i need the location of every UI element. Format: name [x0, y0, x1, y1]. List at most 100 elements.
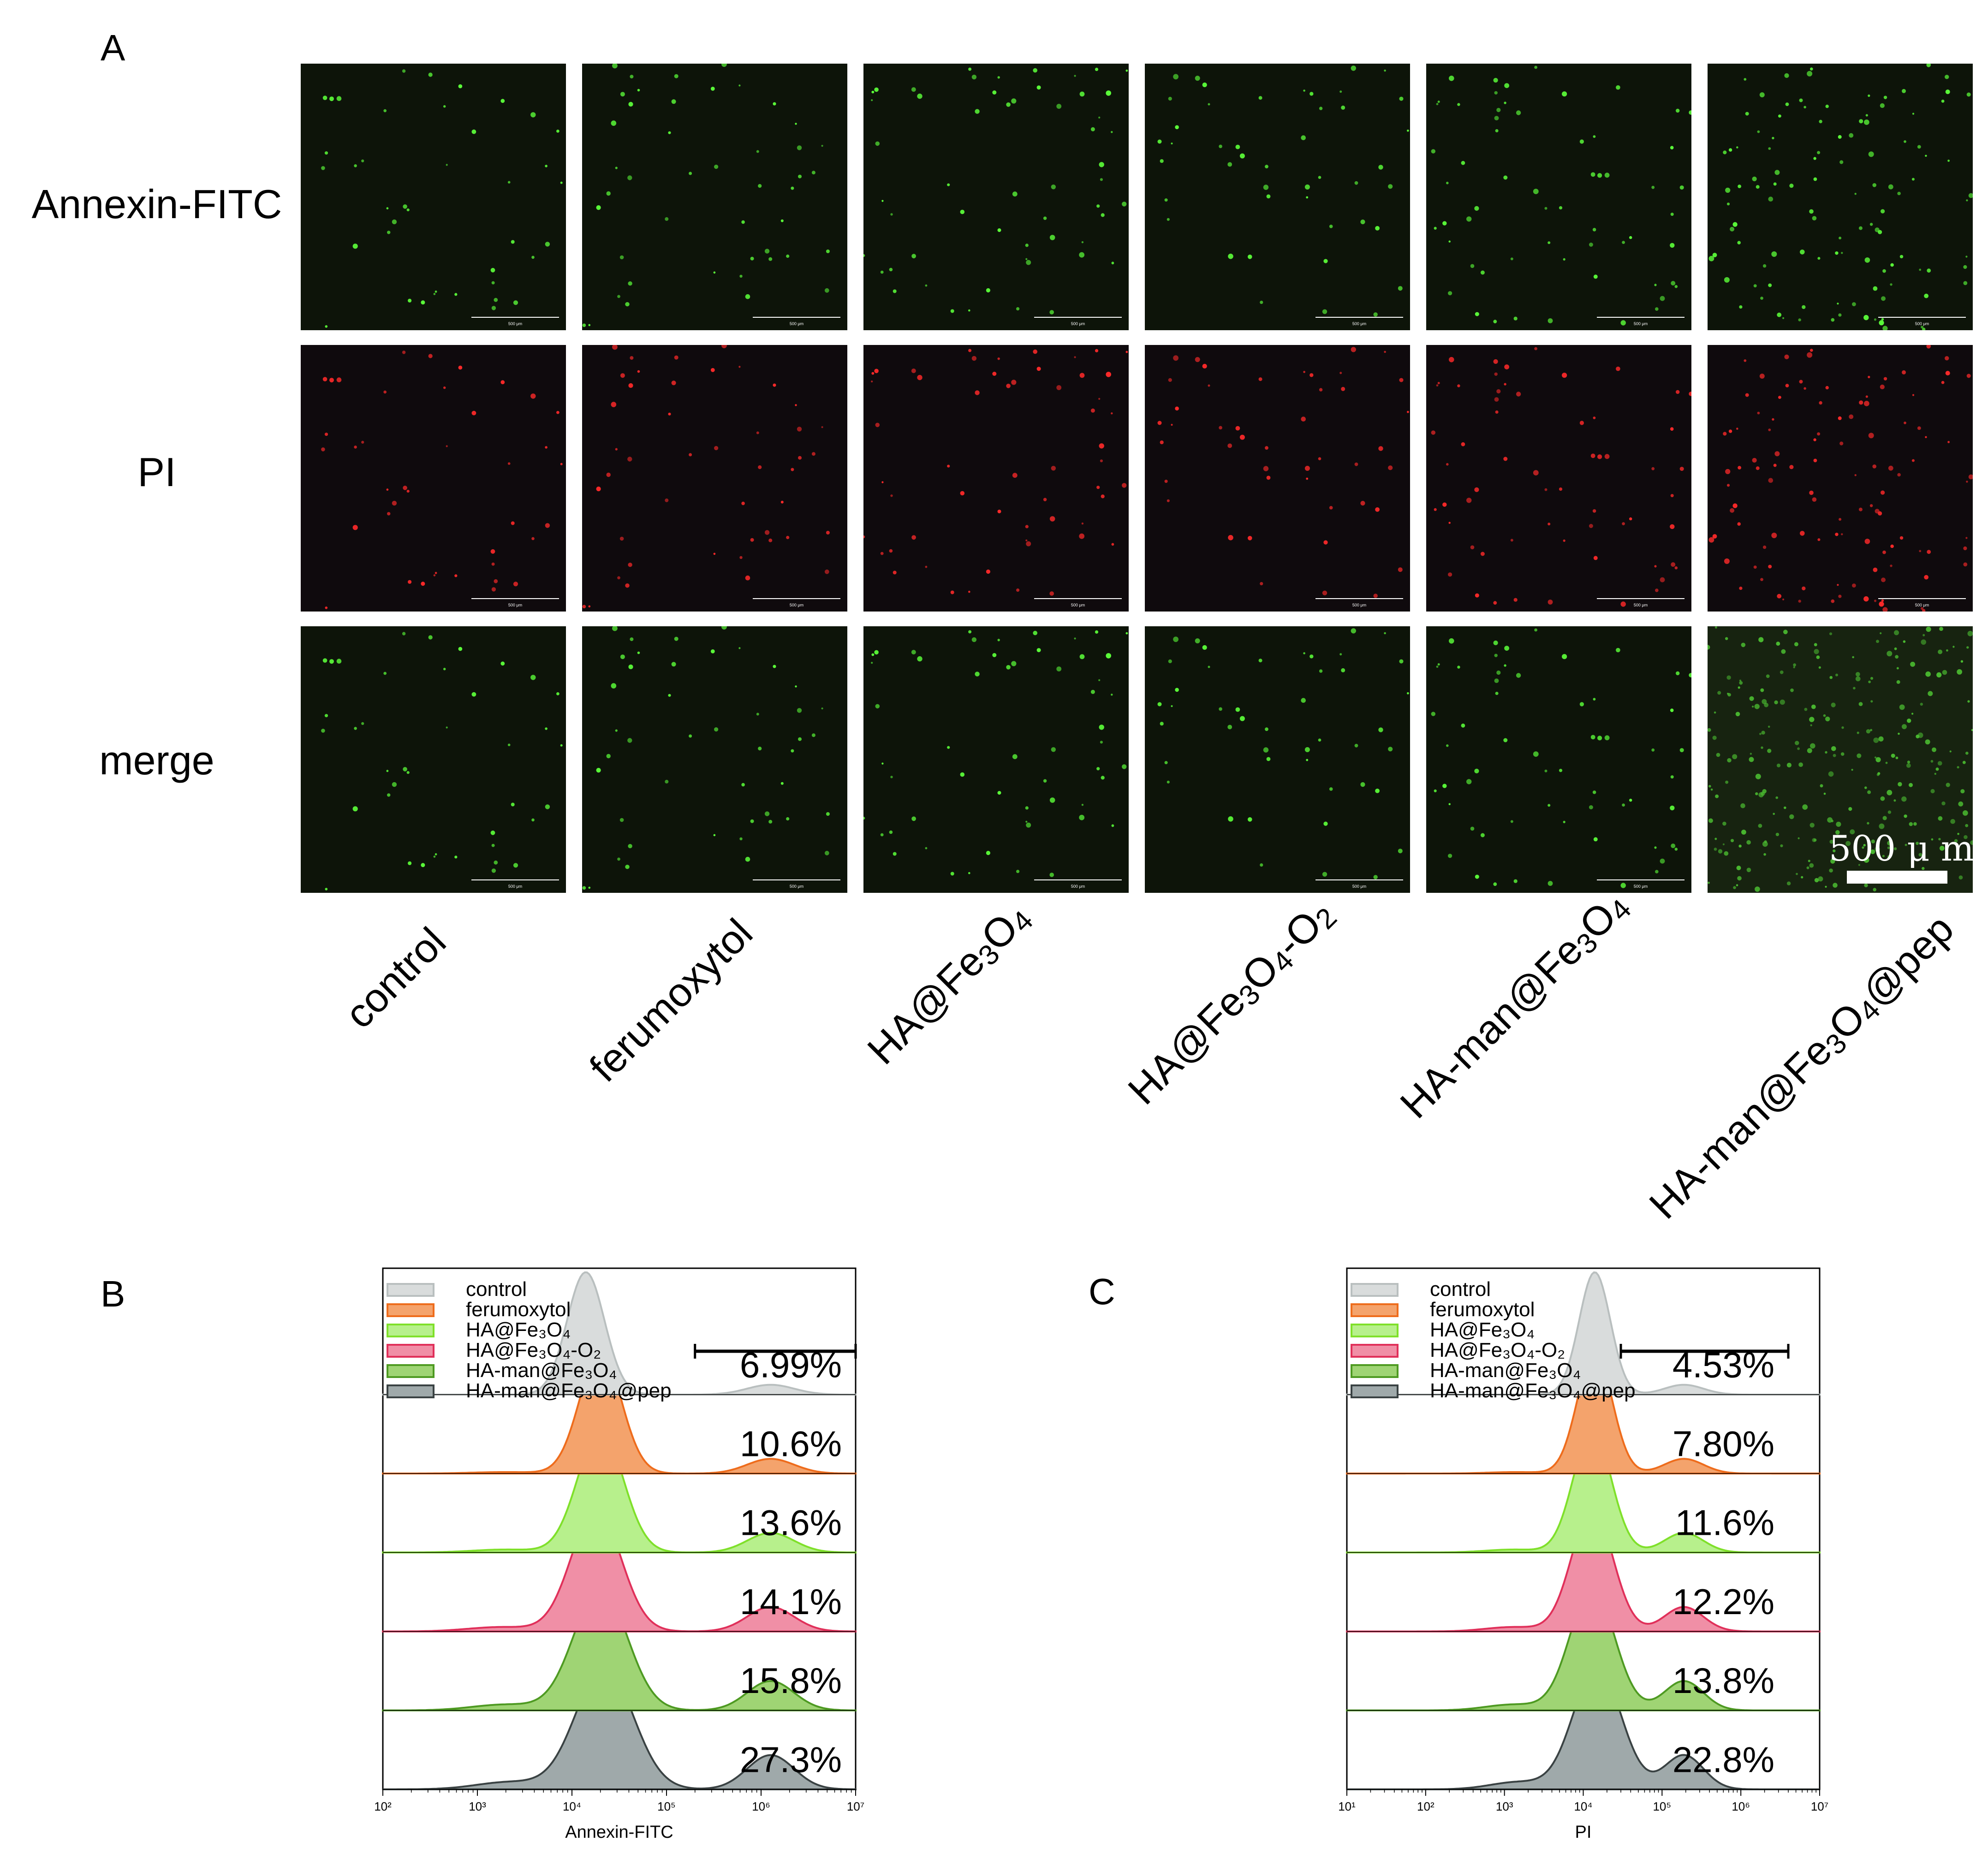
histogram-pi: 22.8% 13.8% 12.2% 11.6% 7.80% 4.53% control fer…: [1324, 1259, 1840, 1845]
micrograph-annexin-1: 500 μm: [301, 64, 566, 330]
legend-swatch: [1351, 1384, 1399, 1398]
panel-label-a: A: [101, 27, 125, 68]
svg-text:500 μm: 500 μm: [1352, 884, 1366, 889]
scale-bar-label: 500 μ m: [1829, 828, 1974, 869]
legend-label: control: [1430, 1278, 1491, 1301]
tick-label: 10⁷: [847, 1800, 864, 1813]
percent-label: 27.3%: [740, 1739, 842, 1780]
x-axis-label: PI: [1575, 1823, 1592, 1842]
svg-text:500 μm: 500 μm: [1634, 603, 1648, 607]
svg-text:500 μm: 500 μm: [508, 884, 522, 889]
legend-label: ferumoxytol: [466, 1298, 571, 1321]
legend-swatch: [1351, 1364, 1399, 1378]
micrograph-pi-1: 500 μm: [301, 345, 566, 612]
tick-label: 10⁶: [752, 1800, 770, 1813]
panel-label-b: B: [101, 1273, 125, 1314]
micrograph-pi-5: 500 μm: [1426, 345, 1691, 612]
group-label-ha-fe3o4: HA@Fe3O4: [858, 904, 1040, 1073]
tick-label: 10⁷: [1811, 1800, 1828, 1813]
svg-text:500 μm: 500 μm: [1352, 321, 1366, 326]
svg-text:500 μm: 500 μm: [1071, 884, 1085, 889]
tick-label: 10³: [1496, 1800, 1513, 1813]
micrograph-pi-3: 500 μm: [863, 345, 1129, 612]
percent-label: 14.1%: [740, 1581, 842, 1622]
tick-label: 10²: [1417, 1800, 1434, 1813]
percent-label: 13.6%: [740, 1503, 842, 1543]
tick-label: 10⁴: [1574, 1800, 1592, 1813]
histogram-curve: [382, 1350, 857, 1475]
svg-text:500 μm: 500 μm: [1071, 603, 1085, 607]
group-label-ha-man-fe3o4-pep: HA-man@Fe3O4@pep: [1640, 905, 1963, 1228]
legend-label: HA-man@Fe₃O₄@pep: [466, 1379, 672, 1402]
legend-label: HA-man@Fe₃O₄: [466, 1359, 617, 1382]
svg-text:500 μm: 500 μm: [1915, 603, 1929, 607]
legend-swatch: [387, 1324, 435, 1337]
svg-text:500 μm: 500 μm: [1634, 321, 1648, 326]
x-axis-label: Annexin-FITC: [565, 1823, 673, 1842]
percent-label: 11.6%: [1675, 1503, 1774, 1543]
svg-text:500 μm: 500 μm: [790, 321, 804, 326]
legend-label: HA-man@Fe₃O₄: [1430, 1359, 1581, 1382]
legend-swatch: [387, 1384, 435, 1398]
scale-bar: [1847, 871, 1947, 884]
micrograph-merge-5: 500 μm: [1426, 626, 1691, 893]
legend-label: HA@Fe₃O₄: [1430, 1318, 1535, 1341]
tick-label: 10⁴: [563, 1800, 581, 1813]
percent-label: 13.8%: [1673, 1660, 1774, 1701]
svg-text:500 μm: 500 μm: [508, 321, 522, 326]
svg-text:500 μm: 500 μm: [790, 603, 804, 607]
micrograph-pi-4: 500 μm: [1145, 345, 1410, 612]
micrograph-annexin-6: 500 μm: [1708, 64, 1973, 330]
legend-swatch: [1351, 1283, 1399, 1297]
svg-text:500 μm: 500 μm: [790, 884, 804, 889]
tick-label: 10⁶: [1732, 1800, 1750, 1813]
group-label-ferumoxytol: ferumoxytol: [580, 909, 762, 1091]
legend-swatch: [1351, 1344, 1399, 1358]
svg-text:500 μm: 500 μm: [1915, 321, 1929, 326]
micrograph-merge-3: 500 μm: [863, 626, 1129, 893]
histogram-annexin: 27.3% 15.8% 14.1% 13.6% 10.6% 6.99% control fer…: [360, 1259, 876, 1845]
svg-text:500 μm: 500 μm: [1634, 884, 1648, 889]
svg-text:500 μm: 500 μm: [1352, 603, 1366, 607]
legend-swatch: [1351, 1303, 1399, 1317]
percent-label: 22.8%: [1673, 1739, 1774, 1780]
micrograph-annexin-4: 500 μm: [1145, 64, 1410, 330]
legend-swatch: [387, 1283, 435, 1297]
panel-label-c: C: [1089, 1271, 1115, 1312]
tick-label: 10⁵: [657, 1800, 676, 1813]
legend-swatch: [387, 1303, 435, 1317]
legend-label: HA-man@Fe₃O₄@pep: [1430, 1379, 1636, 1402]
micrograph-annexin-5: 500 μm: [1426, 64, 1691, 330]
micrograph-merge-2: 500 μm: [582, 626, 847, 893]
legend-swatch: [387, 1344, 435, 1358]
legend-label: control: [466, 1278, 527, 1301]
group-label-ha-fe3o4-o2: HA@Fe3O4-O2: [1119, 902, 1343, 1113]
svg-text:500 μm: 500 μm: [508, 603, 522, 607]
tick-label: 10³: [469, 1800, 486, 1813]
tick-label: 10¹: [1338, 1800, 1356, 1813]
row-label-merge: merge: [99, 737, 214, 783]
legend-swatch: [1351, 1324, 1399, 1337]
micrograph-annexin-2: 500 μm: [582, 64, 847, 330]
legend-label: HA@Fe₃O₄-O₂: [1430, 1339, 1565, 1361]
tick-label: 10²: [374, 1800, 392, 1813]
row-label-pi: PI: [137, 449, 176, 495]
percent-label: 12.2%: [1673, 1581, 1774, 1622]
legend-label: HA@Fe₃O₄-O₂: [466, 1339, 601, 1361]
micrograph-merge-6: [1708, 626, 1973, 893]
group-label-control: control: [336, 918, 455, 1037]
micrograph-merge-1: 500 μm: [301, 626, 566, 893]
percent-label: 10.6%: [740, 1423, 842, 1464]
micrograph-pi-2: 500 μm: [582, 345, 847, 612]
legend-label: ferumoxytol: [1430, 1298, 1535, 1321]
percent-label: 7.80%: [1673, 1423, 1774, 1464]
micrograph-merge-4: 500 μm: [1145, 626, 1410, 893]
group-label-ha-man-fe3o4: HA-man@Fe3O4: [1391, 893, 1638, 1127]
micrograph-pi-6: 500 μm: [1708, 345, 1973, 612]
micrograph-annexin-3: 500 μm: [863, 64, 1129, 330]
legend-label: HA@Fe₃O₄: [466, 1318, 571, 1341]
row-label-annexin: Annexin-FITC: [31, 181, 282, 227]
histogram-curve: [382, 1508, 857, 1633]
svg-text:500 μm: 500 μm: [1071, 321, 1085, 326]
tick-label: 10⁵: [1653, 1800, 1671, 1813]
